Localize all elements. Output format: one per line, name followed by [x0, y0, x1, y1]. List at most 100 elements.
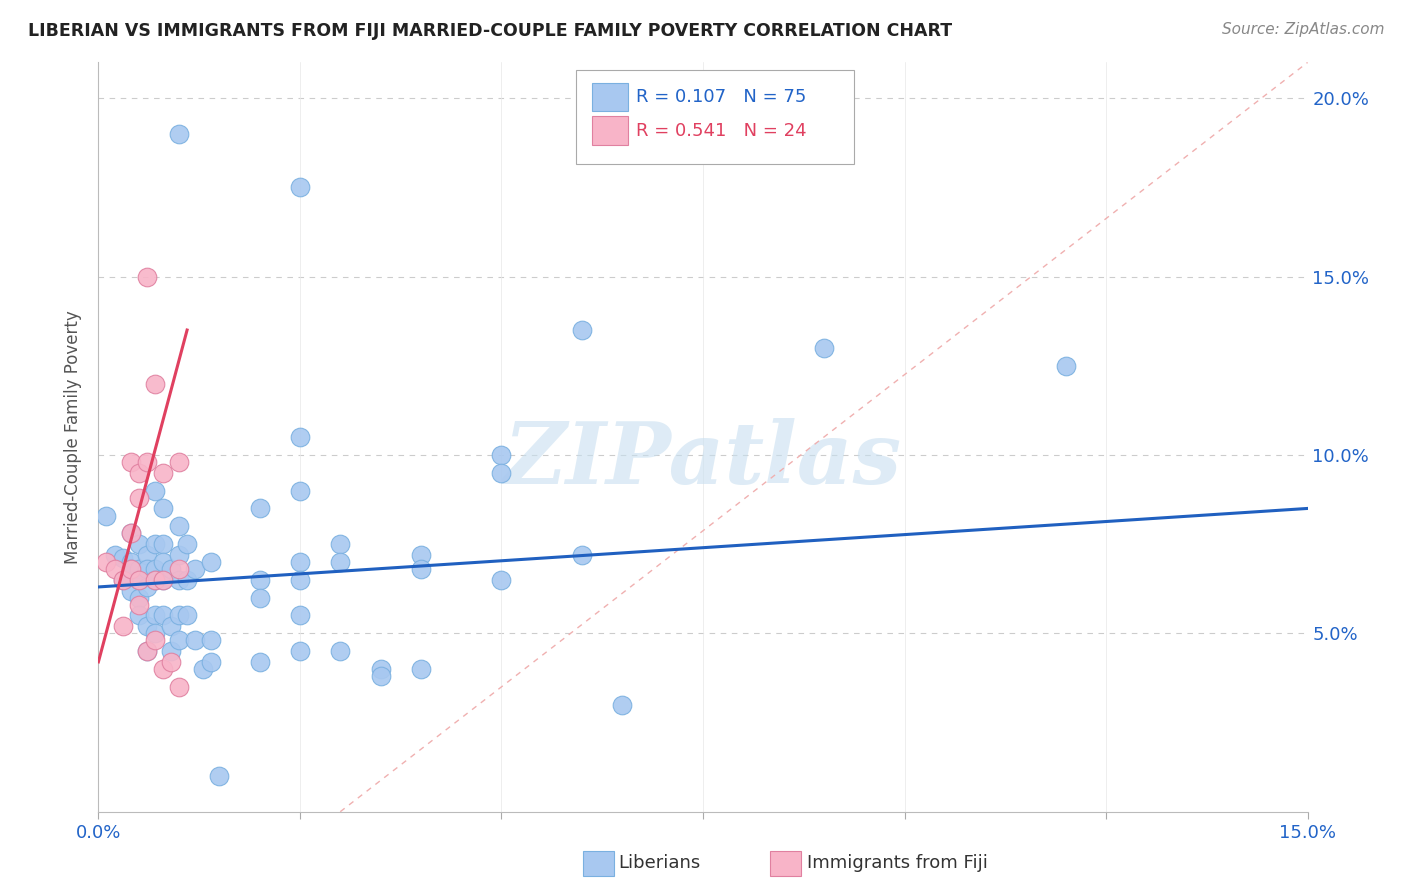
Point: [120, 562, 142, 576]
Point: [120, 583, 142, 598]
Point: [200, 633, 222, 648]
Point: [167, 562, 190, 576]
Point: [120, 526, 142, 541]
Point: [152, 555, 174, 569]
Point: [329, 644, 352, 658]
Point: [143, 537, 166, 551]
Point: [128, 608, 150, 623]
Text: R = 0.541   N = 24: R = 0.541 N = 24: [637, 121, 807, 140]
Point: [103, 562, 125, 576]
Point: [167, 455, 190, 469]
Point: [329, 555, 352, 569]
Point: [135, 269, 157, 284]
Point: [152, 537, 174, 551]
Point: [96, 555, 118, 569]
Point: [120, 455, 142, 469]
Point: [612, 698, 634, 712]
Point: [143, 483, 166, 498]
Point: [152, 608, 174, 623]
Point: [1054, 359, 1077, 373]
Point: [111, 619, 134, 633]
FancyBboxPatch shape: [576, 70, 855, 163]
Text: Liberians: Liberians: [619, 855, 700, 872]
Point: [200, 555, 222, 569]
Point: [111, 551, 134, 566]
Point: [409, 562, 432, 576]
Point: [167, 608, 190, 623]
Point: [491, 448, 513, 462]
Point: [152, 662, 174, 676]
Point: [143, 608, 166, 623]
Text: Source: ZipAtlas.com: Source: ZipAtlas.com: [1222, 22, 1385, 37]
Bar: [592, 116, 628, 145]
Point: [152, 573, 174, 587]
Point: [128, 466, 150, 480]
Point: [143, 626, 166, 640]
Point: [135, 619, 157, 633]
Point: [152, 501, 174, 516]
Point: [288, 608, 311, 623]
Point: [208, 769, 231, 783]
Point: [184, 562, 207, 576]
Point: [167, 633, 190, 648]
Point: [571, 548, 593, 562]
Point: [370, 669, 392, 683]
Point: [184, 633, 207, 648]
Point: [571, 323, 593, 337]
Point: [167, 573, 190, 587]
Point: [135, 548, 157, 562]
Point: [288, 483, 311, 498]
Y-axis label: Married-Couple Family Poverty: Married-Couple Family Poverty: [65, 310, 83, 564]
Point: [128, 562, 150, 576]
Point: [329, 537, 352, 551]
Point: [103, 548, 125, 562]
Point: [288, 430, 311, 444]
Point: [288, 644, 311, 658]
Point: [491, 573, 513, 587]
Point: [249, 501, 271, 516]
Point: [128, 591, 150, 605]
Point: [200, 655, 222, 669]
Point: [143, 573, 166, 587]
Point: [111, 573, 134, 587]
Point: [160, 655, 183, 669]
Point: [167, 680, 190, 694]
Bar: [592, 83, 628, 112]
Point: [135, 580, 157, 594]
Point: [96, 508, 118, 523]
Point: [128, 573, 150, 587]
Point: [409, 548, 432, 562]
Point: [193, 662, 215, 676]
Point: [143, 573, 166, 587]
Point: [111, 573, 134, 587]
Point: [167, 548, 190, 562]
Point: [249, 591, 271, 605]
Text: LIBERIAN VS IMMIGRANTS FROM FIJI MARRIED-COUPLE FAMILY POVERTY CORRELATION CHART: LIBERIAN VS IMMIGRANTS FROM FIJI MARRIED…: [28, 22, 952, 40]
Point: [120, 526, 142, 541]
Point: [249, 655, 271, 669]
Text: R = 0.107   N = 75: R = 0.107 N = 75: [637, 88, 807, 106]
Point: [160, 562, 183, 576]
Point: [135, 644, 157, 658]
Point: [120, 562, 142, 576]
Point: [135, 562, 157, 576]
Point: [409, 662, 432, 676]
Point: [128, 491, 150, 505]
Point: [167, 127, 190, 141]
Text: ZIPatlas: ZIPatlas: [503, 417, 903, 501]
Point: [176, 573, 198, 587]
Point: [288, 180, 311, 194]
Point: [176, 608, 198, 623]
Point: [128, 573, 150, 587]
Point: [167, 519, 190, 533]
Point: [135, 455, 157, 469]
Text: Immigrants from Fiji: Immigrants from Fiji: [807, 855, 988, 872]
Point: [152, 573, 174, 587]
Point: [288, 573, 311, 587]
Point: [135, 644, 157, 658]
Point: [143, 562, 166, 576]
Point: [128, 537, 150, 551]
Point: [249, 573, 271, 587]
Point: [160, 644, 183, 658]
Point: [176, 537, 198, 551]
